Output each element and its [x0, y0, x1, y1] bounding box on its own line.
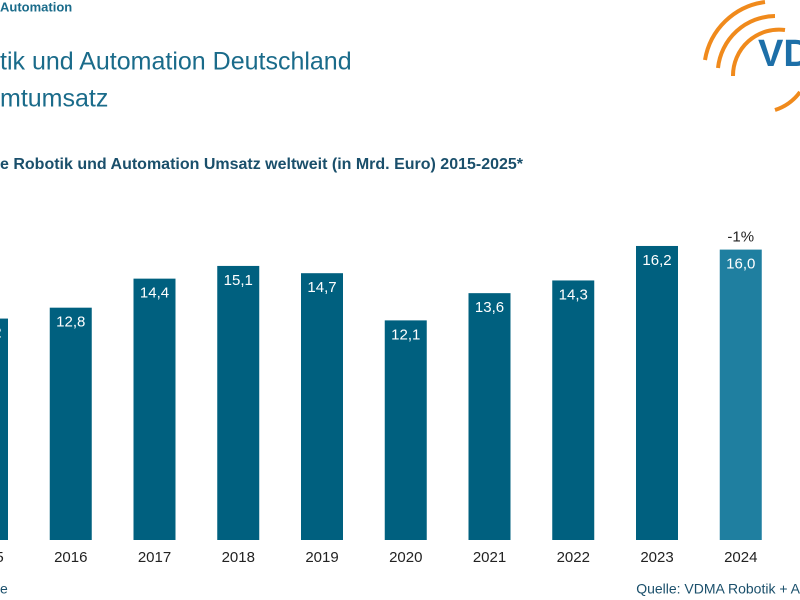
value-label: 12,2 — [0, 325, 2, 342]
logo-text: VD — [758, 33, 800, 75]
x-tick-label: 2024 — [724, 549, 757, 566]
bar — [719, 249, 762, 540]
bar — [636, 245, 678, 540]
value-label: 14,7 — [307, 279, 336, 296]
chart-subtitle: e Robotik und Automation Umsatz weltweit… — [0, 156, 524, 173]
logo-arc — [730, 27, 786, 77]
value-label: 13,6 — [475, 299, 504, 316]
bar — [0, 318, 8, 540]
x-tick-label: 2019 — [305, 549, 338, 566]
footer-left: e — [0, 581, 8, 597]
x-tick-label: 2015 — [0, 549, 4, 566]
logo-arc — [703, 0, 766, 61]
x-tick-label: 2018 — [222, 549, 255, 566]
value-label: 16,0 — [726, 256, 755, 273]
bar — [133, 278, 176, 540]
footer-source: Quelle: VDMA Robotik + A — [636, 581, 800, 597]
bar — [468, 293, 511, 540]
title-line: tik und Automation Deutschland — [0, 48, 352, 76]
value-label: 12,1 — [391, 326, 420, 343]
title-line: mtumsatz — [0, 85, 108, 113]
bar — [301, 273, 343, 540]
value-label: 14,3 — [559, 286, 588, 303]
logo — [703, 0, 800, 112]
value-label: 16,2 — [642, 252, 671, 269]
bar — [217, 265, 260, 540]
bar — [552, 280, 595, 540]
bar — [49, 307, 92, 540]
logo-arc — [774, 90, 800, 112]
x-tick-label: 2017 — [138, 549, 171, 566]
logo-arc — [716, 14, 776, 69]
x-tick-label: 2016 — [54, 549, 87, 566]
value-label: 15,1 — [224, 272, 253, 289]
annotation: -1% — [727, 229, 754, 246]
x-tick-label: 2023 — [640, 549, 673, 566]
x-tick-label: 2022 — [557, 549, 590, 566]
x-tick-label: 2021 — [473, 549, 506, 566]
header-label: Automation — [0, 0, 72, 14]
value-label: 12,8 — [56, 314, 85, 331]
x-tick-label: 2020 — [389, 549, 422, 566]
value-label: 14,4 — [140, 285, 169, 302]
bar — [384, 320, 427, 540]
